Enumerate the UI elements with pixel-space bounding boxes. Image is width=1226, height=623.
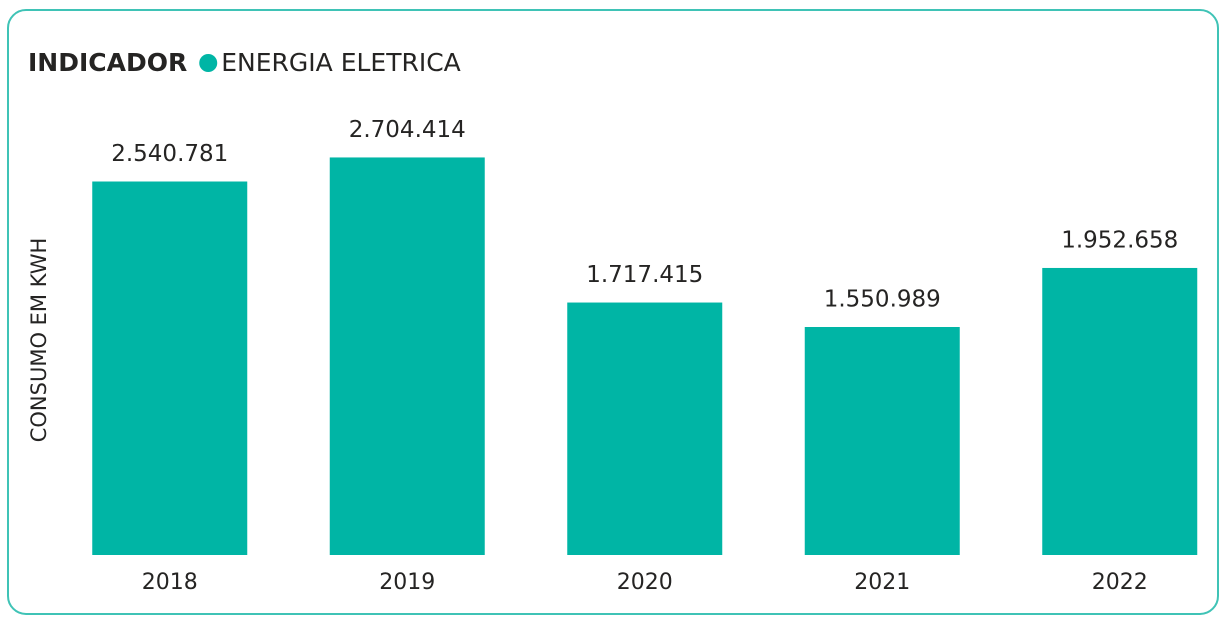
bar — [329, 157, 485, 555]
y-axis-label: CONSUMO EM KWH — [27, 238, 51, 443]
bar — [1042, 267, 1198, 555]
data-label: 1.550.989 — [824, 287, 941, 313]
x-tick-label: 2020 — [617, 570, 673, 595]
data-label: 1.717.415 — [586, 262, 703, 288]
data-label: 1.952.658 — [1061, 227, 1178, 253]
x-tick-label: 2021 — [854, 570, 910, 595]
x-tick-label: 2019 — [379, 570, 435, 595]
legend-title: INDICADOR — [28, 48, 187, 77]
data-label: 2.704.414 — [349, 117, 466, 143]
data-label: 2.540.781 — [111, 141, 228, 167]
bar — [804, 327, 960, 555]
bar — [92, 181, 248, 555]
legend-label: ENERGIA ELETRICA — [221, 48, 461, 77]
x-tick-label: 2022 — [1092, 570, 1148, 595]
bar — [567, 302, 723, 555]
legend-marker — [199, 54, 218, 72]
x-tick-label: 2018 — [142, 570, 198, 595]
